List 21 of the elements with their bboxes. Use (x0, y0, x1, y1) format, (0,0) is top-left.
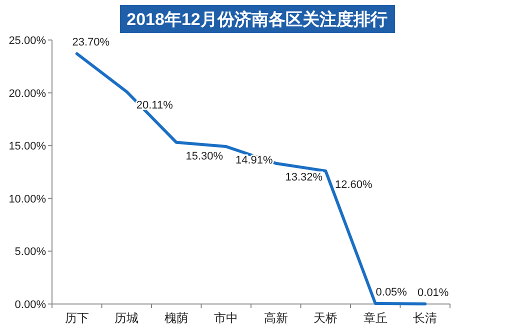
y-tick-label: 0.00% (14, 299, 46, 311)
x-tick-label: 长清 (413, 311, 438, 325)
chart-title: 2018年12月份济南各区关注度排行 (126, 10, 388, 29)
x-tick-label: 章丘 (363, 311, 388, 325)
y-tick-label: 15.00% (8, 140, 46, 153)
x-tick-label: 天桥 (314, 311, 338, 325)
y-tick-label: 25.00% (8, 35, 46, 47)
data-label: 12.60% (334, 178, 372, 191)
y-tick-label: 10.00% (8, 193, 46, 206)
x-tick-label: 市中 (214, 311, 238, 325)
x-tick-label: 高新 (264, 311, 288, 325)
y-tick-label: 20.00% (8, 88, 46, 100)
x-tick-label: 历下 (64, 311, 89, 325)
x-tick-label: 槐荫 (164, 311, 188, 325)
data-label: 23.70% (72, 36, 110, 49)
x-tick-label: 历城 (114, 311, 139, 325)
data-label: 13.32% (285, 171, 323, 184)
y-tick-label: 5.00% (14, 246, 46, 258)
data-label: 15.30% (186, 150, 224, 162)
data-label: 0.01% (418, 286, 449, 299)
data-label: 0.05% (376, 286, 408, 298)
